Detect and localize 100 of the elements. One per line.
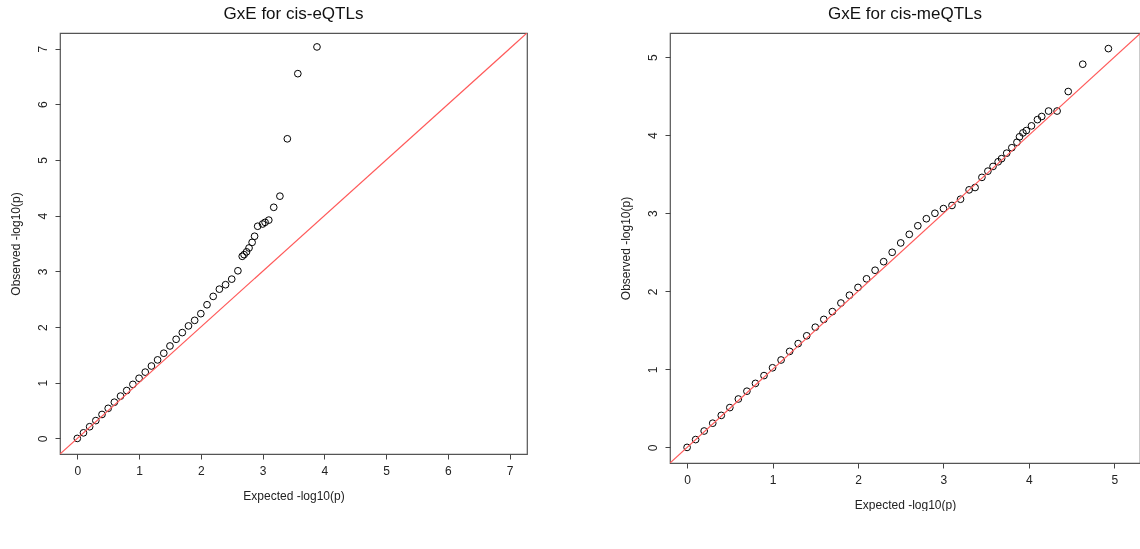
point [196, 309, 205, 318]
point [184, 322, 193, 330]
point [122, 386, 131, 395]
point [994, 157, 1002, 166]
point [110, 398, 119, 407]
point [760, 371, 768, 380]
point [743, 387, 751, 396]
point [717, 411, 726, 420]
y-tick-label: 5 [645, 54, 660, 62]
point [73, 434, 82, 443]
x-tick-label: 4 [321, 463, 329, 478]
point [837, 299, 845, 307]
point [178, 328, 187, 337]
point [248, 238, 256, 247]
y-tick-label: 7 [35, 45, 50, 53]
point [1064, 87, 1073, 96]
point [1027, 122, 1036, 130]
point [931, 209, 939, 218]
point [913, 221, 922, 230]
point [1078, 60, 1087, 69]
point [1022, 126, 1031, 135]
point [879, 257, 888, 266]
point [965, 186, 973, 194]
point [153, 356, 162, 364]
x-tick-label: 7 [506, 463, 514, 478]
point [956, 195, 965, 204]
y-tick-label: 4 [645, 132, 660, 140]
point [104, 404, 113, 413]
y-tick-label: 1 [35, 379, 50, 387]
point [1037, 112, 1046, 121]
point [1104, 44, 1113, 53]
point [147, 362, 156, 370]
point [997, 154, 1006, 163]
y-axis-title: Observed -log10(p) [8, 192, 23, 296]
point [984, 167, 992, 175]
point [871, 266, 879, 275]
point [1015, 132, 1024, 141]
point [989, 162, 997, 171]
point [209, 292, 218, 301]
point [819, 315, 828, 324]
point [862, 274, 871, 283]
point [1002, 149, 1011, 158]
point [293, 69, 302, 78]
x-tick-label: 0 [684, 472, 692, 487]
point [159, 349, 168, 358]
x-tick-label: 4 [1026, 472, 1034, 487]
point [85, 422, 94, 431]
point [91, 416, 100, 425]
point [166, 342, 174, 350]
point [1033, 115, 1042, 124]
y-axis-title: Observed -log10(p) [618, 196, 633, 301]
x-axis-title: Expected -log10(p) [243, 488, 345, 503]
point [227, 275, 236, 283]
point [261, 218, 269, 227]
chart-title: GxE for cis-eQTLs [223, 4, 364, 23]
point [253, 222, 262, 231]
point [785, 347, 794, 356]
point [283, 134, 292, 143]
x-tick-label: 6 [445, 463, 453, 478]
x-tick-label: 2 [198, 463, 205, 478]
point [313, 43, 321, 51]
point [203, 300, 211, 309]
point [141, 368, 150, 376]
point [845, 291, 854, 300]
point [725, 403, 734, 412]
point [948, 201, 956, 210]
y-tick-label: 1 [645, 366, 660, 374]
point [888, 248, 897, 257]
y-tick-label: 4 [35, 212, 50, 220]
x-tick-label: 5 [383, 463, 391, 478]
point [234, 266, 242, 275]
point [245, 244, 253, 252]
x-tick-label: 2 [855, 472, 863, 487]
point [129, 380, 137, 389]
point [116, 392, 125, 400]
point [691, 435, 700, 444]
point [276, 192, 284, 201]
y-tick-label: 5 [35, 156, 50, 164]
point [1019, 129, 1027, 137]
point [768, 363, 777, 372]
x-tick-label: 0 [74, 463, 82, 478]
x-tick-label: 3 [940, 472, 948, 487]
point [802, 331, 811, 340]
point [250, 232, 259, 241]
y-tick-label: 0 [35, 435, 50, 443]
point [978, 173, 986, 182]
x-tick-label: 5 [1111, 472, 1119, 487]
y-tick-label: 6 [35, 101, 50, 109]
point [258, 220, 267, 228]
point [811, 323, 820, 332]
point [751, 379, 760, 388]
point [269, 203, 278, 212]
chart-title: GxE for cis-meQTLs [828, 4, 982, 23]
point [971, 183, 979, 192]
point [939, 204, 948, 213]
y-tick-label: 2 [35, 323, 50, 331]
point [79, 428, 88, 437]
point [1013, 138, 1021, 147]
point [905, 230, 914, 239]
point [854, 283, 862, 292]
